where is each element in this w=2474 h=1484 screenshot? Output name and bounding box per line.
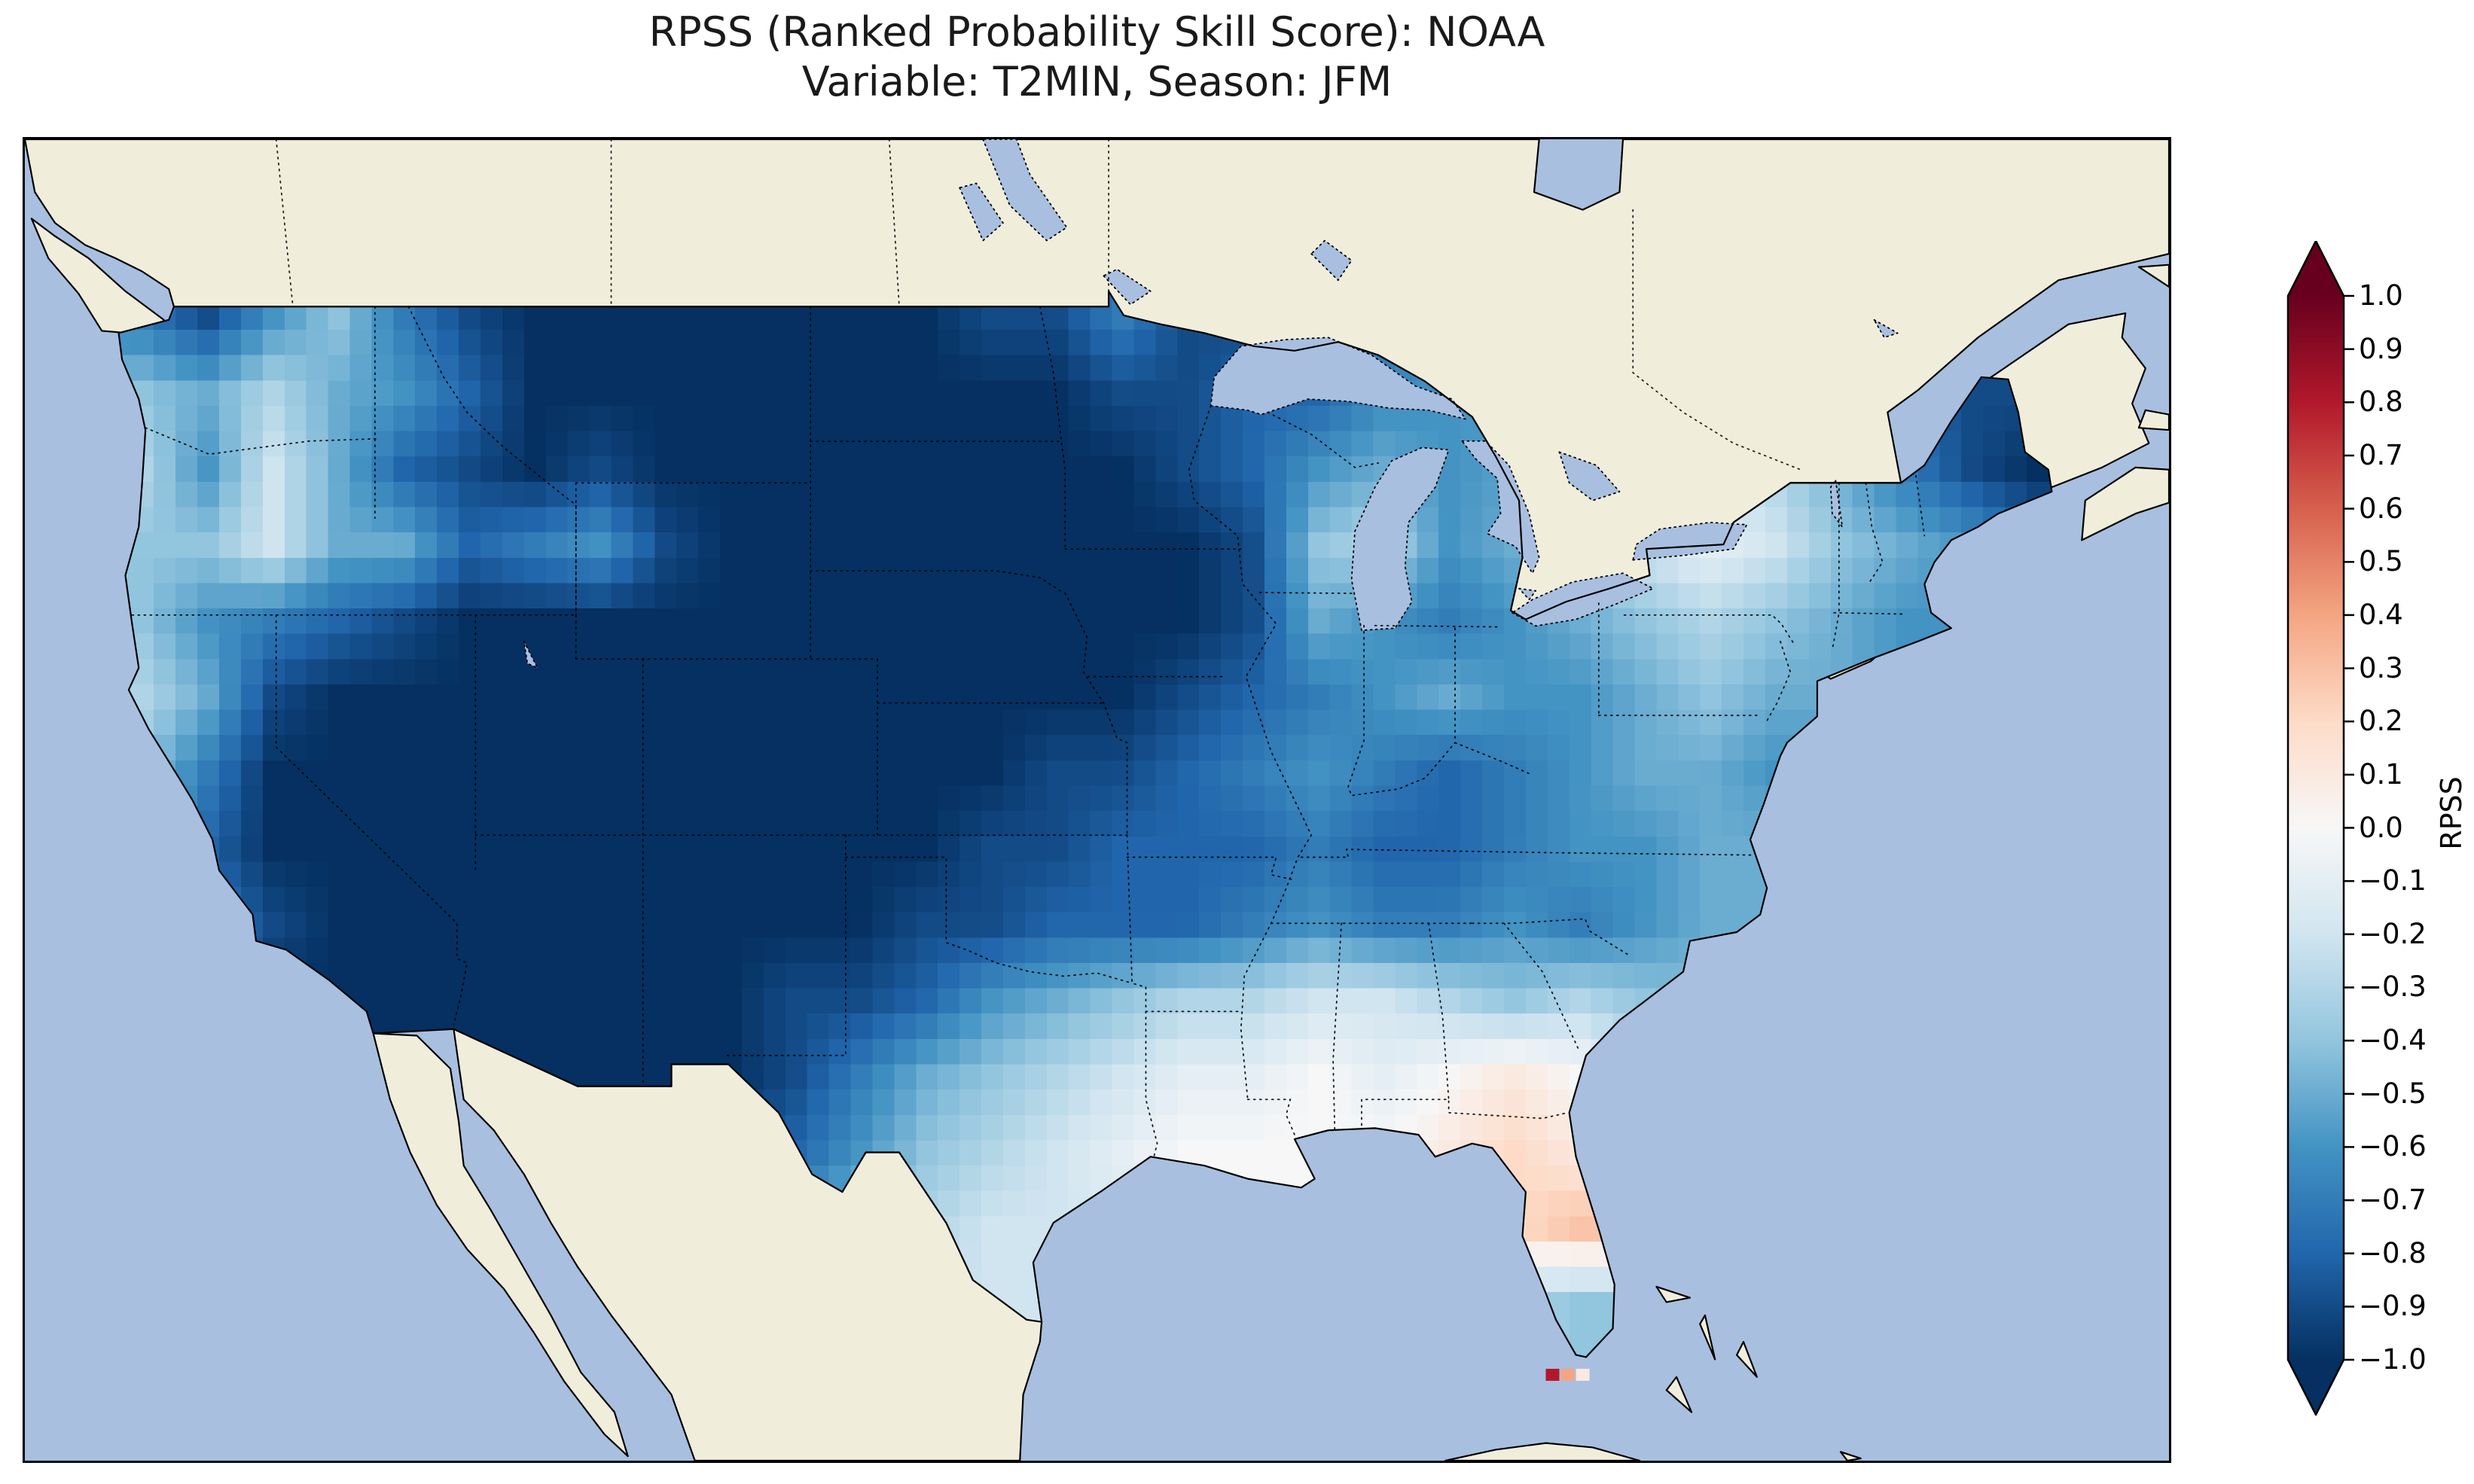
figure-title-line2: Variable: T2MIN, Season: JFM (801, 58, 1393, 105)
great-lakes (523, 139, 1899, 669)
colorbar-label: RPSS (2435, 776, 2468, 850)
colorbar-tick-label: −0.9 (2359, 1290, 2427, 1323)
colorbar-tick-label: −0.1 (2359, 864, 2427, 897)
map-frame (23, 137, 2171, 1463)
colorbar-tick-label: 0.2 (2359, 705, 2403, 738)
florida-keys-cells (1545, 1368, 1590, 1381)
us-rpss-map (25, 139, 2169, 1461)
colorbar-tick-label: 1.0 (2359, 279, 2403, 312)
colorbar-tick-label: 0.8 (2359, 385, 2403, 419)
colorbar-tick-label: 0.9 (2359, 332, 2403, 365)
state-borders (131, 306, 1926, 1158)
figure-title-line1: RPSS (Ranked Probability Skill Score): N… (648, 8, 1545, 56)
colorbar-tick-label: −1.0 (2359, 1343, 2427, 1376)
colorbar-tick-label: 0.4 (2359, 598, 2403, 631)
colorbar-tick-label: −0.6 (2359, 1130, 2427, 1163)
colorbar-tick-label: 0.1 (2359, 757, 2403, 791)
colorbar-tick-label: −0.3 (2359, 971, 2427, 1004)
colorbar-tick-label: −0.2 (2359, 917, 2427, 950)
province-borders (275, 139, 1801, 471)
us-outline (117, 290, 2053, 1358)
colorbar-tick-label: −0.4 (2359, 1024, 2427, 1057)
colorbar-tick-label: 0.5 (2359, 545, 2403, 578)
colorbar-gradient (2286, 241, 2354, 1416)
colorbar-tick-label: −0.5 (2359, 1077, 2427, 1110)
colorbar-tick-label: 0.7 (2359, 438, 2403, 471)
figure-title: RPSS (Ranked Probability Skill Score): N… (23, 8, 2171, 107)
colorbar-tick-label: −0.7 (2359, 1184, 2427, 1217)
colorbar (2286, 241, 2474, 1446)
colorbar-tick-label: 0.3 (2359, 651, 2403, 684)
colorbar-tick-label: −0.8 (2359, 1236, 2427, 1269)
colorbar-tick-label: 0.0 (2359, 811, 2403, 844)
colorbar-tick-label: 0.6 (2359, 492, 2403, 525)
